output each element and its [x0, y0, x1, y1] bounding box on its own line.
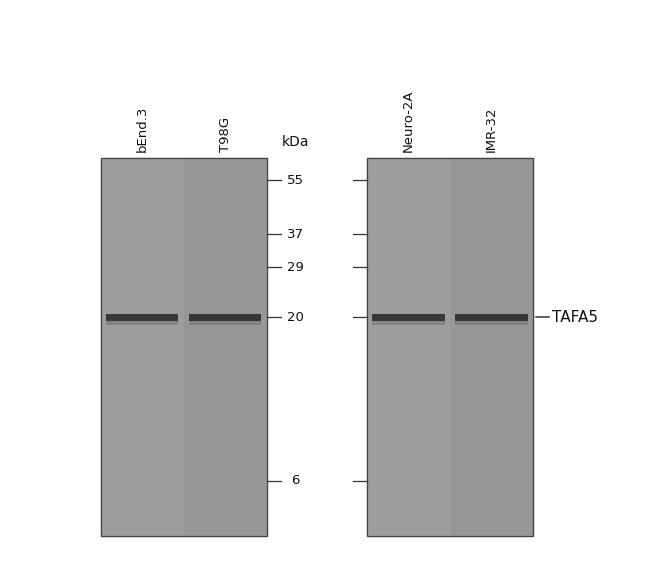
Bar — [101, 158, 266, 536]
Text: bEnd.3: bEnd.3 — [136, 105, 149, 152]
Bar — [367, 158, 533, 536]
Bar — [450, 158, 533, 536]
Bar — [372, 321, 445, 325]
Text: TAFA5: TAFA5 — [552, 310, 599, 325]
Bar — [101, 158, 266, 536]
Text: 37: 37 — [287, 227, 304, 241]
Bar — [106, 314, 178, 321]
Text: 55: 55 — [287, 174, 304, 187]
Bar — [183, 158, 266, 536]
Bar — [372, 314, 445, 321]
Bar — [455, 321, 528, 325]
Bar — [101, 158, 183, 536]
Text: IMR-32: IMR-32 — [485, 107, 498, 152]
Bar — [106, 321, 178, 325]
Text: 20: 20 — [287, 311, 304, 324]
Bar — [188, 314, 261, 321]
Text: 6: 6 — [292, 474, 300, 487]
Text: 29: 29 — [287, 261, 304, 273]
Bar — [188, 321, 261, 325]
Bar — [367, 158, 533, 536]
Text: kDa: kDa — [282, 135, 309, 149]
Bar — [455, 314, 528, 321]
Text: T98G: T98G — [218, 117, 231, 152]
Text: Neuro-2A: Neuro-2A — [402, 89, 415, 152]
Bar — [367, 158, 450, 536]
